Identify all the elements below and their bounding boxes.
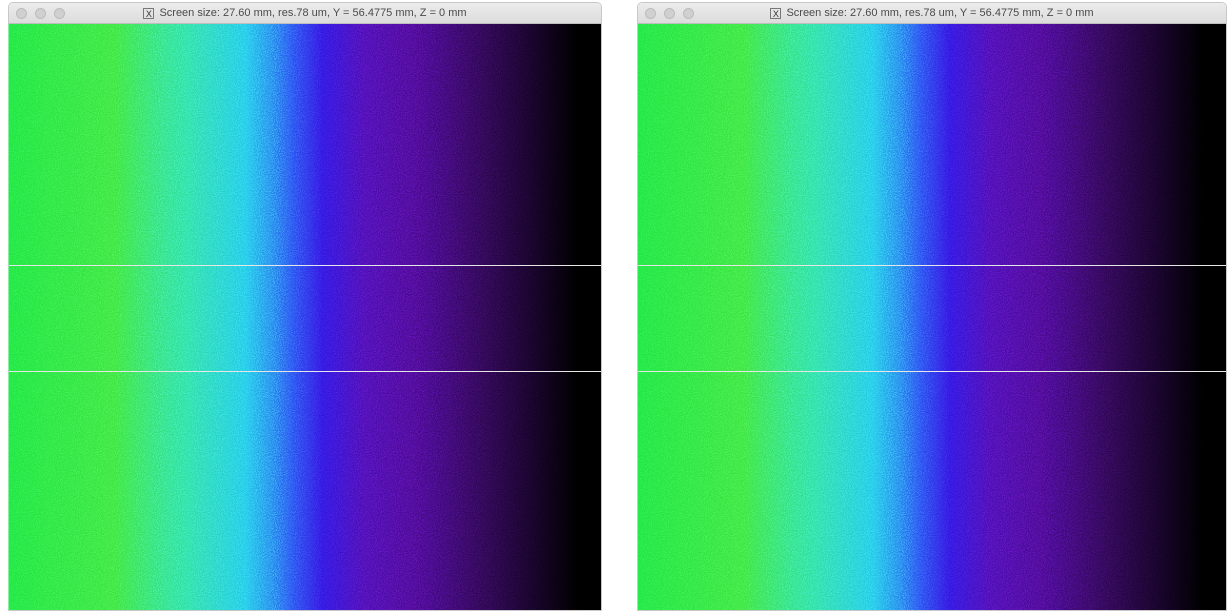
window-controls (16, 8, 65, 19)
x11-icon: X (143, 8, 154, 19)
guide-line (9, 265, 601, 266)
close-button[interactable] (16, 8, 27, 19)
close-button[interactable] (645, 8, 656, 19)
guide-line (9, 371, 601, 372)
minimize-button[interactable] (664, 8, 675, 19)
noise (9, 24, 601, 610)
x11-window: X Screen size: 27.60 mm, res.78 um, Y = … (637, 2, 1227, 611)
window-title: Screen size: 27.60 mm, res.78 um, Y = 56… (159, 7, 466, 19)
zoom-button[interactable] (54, 8, 65, 19)
x11-icon: X (770, 8, 781, 19)
desktop: X Screen size: 27.60 mm, res.78 um, Y = … (0, 0, 1227, 611)
x11-window: X Screen size: 27.60 mm, res.78 um, Y = … (8, 2, 602, 611)
minimize-button[interactable] (35, 8, 46, 19)
noise (638, 24, 1226, 610)
zoom-button[interactable] (683, 8, 694, 19)
title-bar: X Screen size: 27.60 mm, res.78 um, Y = … (638, 3, 1226, 24)
guide-line (638, 371, 1226, 372)
screen-image (638, 24, 1226, 610)
title-bar: X Screen size: 27.60 mm, res.78 um, Y = … (9, 3, 601, 24)
window-title: Screen size: 27.60 mm, res.78 um, Y = 56… (786, 7, 1093, 19)
window-controls (645, 8, 694, 19)
screen-image (9, 24, 601, 610)
guide-line (638, 265, 1226, 266)
